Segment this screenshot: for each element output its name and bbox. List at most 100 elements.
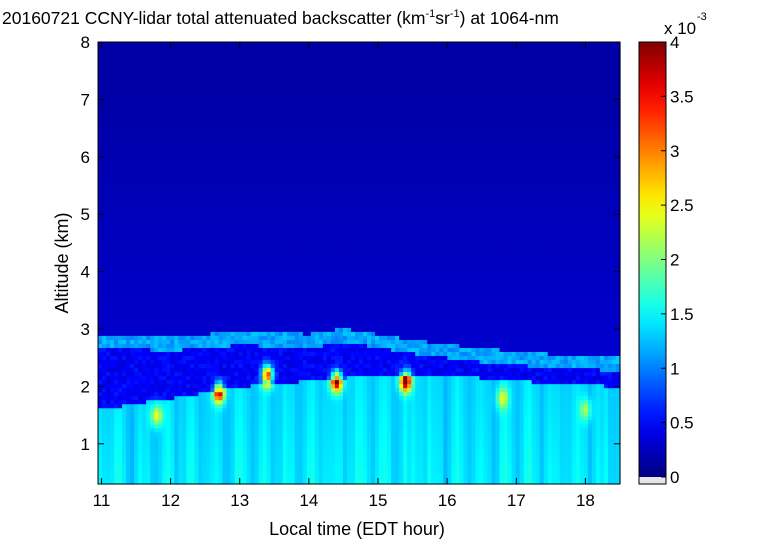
heatmap-cell [274,70,280,75]
heatmap-cell [146,351,151,357]
heatmap-cell [194,130,199,136]
heatmap-cell [150,435,155,441]
heatmap-cell [234,295,240,300]
heatmap-cell [258,170,264,176]
heatmap-cell [106,355,111,361]
heatmap-cell [130,178,135,184]
heatmap-cell [178,106,183,111]
heatmap-cell [122,190,127,196]
heatmap-cell [190,347,195,352]
heatmap-cell [250,82,256,87]
heatmap-cell [122,70,127,75]
heatmap-cell [218,226,224,232]
heatmap-cell [166,443,171,449]
heatmap-cell [238,443,244,449]
heatmap-cell [182,150,187,156]
heatmap-cell [158,154,163,160]
heatmap-cell [138,42,143,47]
heatmap-cell [166,427,171,433]
heatmap-cell [254,343,260,348]
heatmap-cell [186,162,191,168]
heatmap-cell [154,222,159,228]
heatmap-cell [174,194,179,200]
heatmap-cell [178,343,183,348]
heatmap-cell [226,82,232,87]
heatmap-cell [218,42,224,47]
heatmap-cell [274,291,280,296]
heatmap-cell [270,94,276,99]
heatmap-cell [122,371,127,377]
heatmap-cell [218,110,224,115]
heatmap-cell [222,194,228,200]
heatmap-cell [162,42,167,47]
heatmap-cell [194,50,199,55]
heatmap-cell [266,210,272,216]
heatmap-cell [138,166,143,172]
heatmap-cell [206,451,212,457]
heatmap-cell [270,451,276,457]
heatmap-cell [242,78,248,83]
heatmap-cell [154,158,159,164]
heatmap-cell [242,190,248,196]
heatmap-cell [118,78,123,83]
heatmap-cell [134,427,139,433]
heatmap-cell [110,447,115,453]
heatmap-cell [218,222,224,228]
heatmap-cell [138,102,143,107]
heatmap-cell [98,254,103,260]
heatmap-cell [150,90,155,95]
heatmap-cell [178,463,183,469]
heatmap-cell [230,230,236,236]
heatmap-cell [186,198,191,204]
heatmap-cell [110,415,115,421]
heatmap-cell [234,455,240,461]
heatmap-cell [258,194,264,200]
heatmap-cell [106,154,111,160]
heatmap-cell [246,234,252,240]
heatmap-cell [230,407,236,413]
heatmap-cell [206,82,212,87]
heatmap-cell [206,447,212,453]
heatmap-cell [214,407,220,413]
heatmap-cell [274,182,280,188]
heatmap-cell [134,347,139,352]
heatmap-cell [234,130,240,136]
heatmap-cell [166,230,171,236]
heatmap-cell [190,62,195,67]
heatmap-cell [210,210,216,216]
heatmap-cell [170,447,175,453]
heatmap-cell [254,331,260,336]
heatmap-cell [214,106,220,111]
heatmap-cell [122,455,127,461]
heatmap-cell [254,319,260,324]
heatmap-cell [250,395,256,401]
heatmap-cell [122,90,127,95]
heatmap-cell [266,315,272,320]
heatmap-cell [190,118,195,123]
heatmap-cell [190,110,195,115]
heatmap-cell [218,86,224,91]
heatmap-cell [146,407,151,413]
heatmap-cell [182,226,187,232]
heatmap-cell [110,190,115,196]
heatmap-cell [98,303,103,308]
heatmap-cell [114,383,119,389]
heatmap-cell [150,62,155,67]
heatmap-cell [210,287,216,292]
heatmap-cell [130,234,135,240]
heatmap-cell [114,78,119,83]
heatmap-cell [222,395,228,401]
heatmap-cell [198,202,203,208]
heatmap-cell [198,218,203,224]
heatmap-cell [106,238,111,244]
heatmap-cell [218,267,224,272]
heatmap-cell [146,90,151,95]
heatmap-cell [246,291,252,296]
heatmap-cell [278,327,284,332]
heatmap-cell [186,415,191,421]
heatmap-cell [170,106,175,111]
heatmap-cell [154,214,159,220]
heatmap-cell [218,367,224,373]
heatmap-cell [266,58,272,63]
heatmap-cell [210,479,216,485]
